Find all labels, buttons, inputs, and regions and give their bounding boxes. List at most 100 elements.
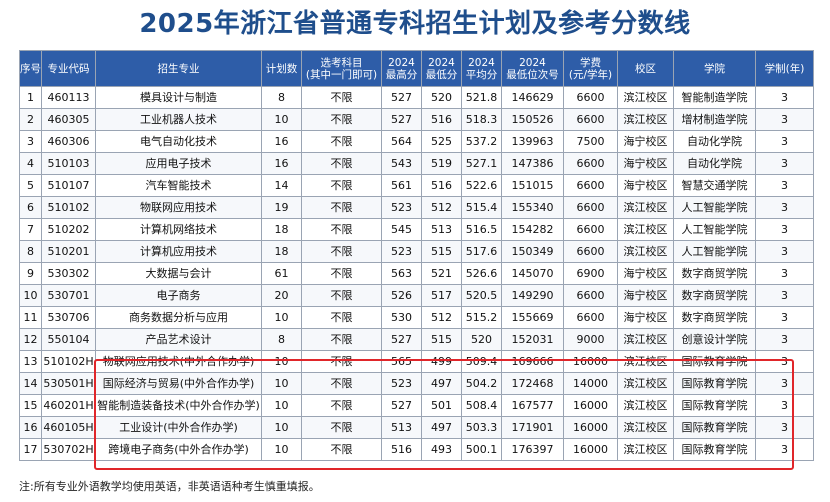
cell-major: 电子商务: [95, 284, 262, 307]
cell-avg: 504.2: [461, 372, 502, 395]
cell-rank: 151015: [501, 174, 564, 197]
cell-avg: 520.5: [461, 284, 502, 307]
header-college: 学院: [673, 50, 756, 87]
header-fee-line1: 学费: [580, 56, 601, 69]
cell-years: 3: [755, 416, 814, 439]
cell-major: 物联网应用技术: [95, 196, 262, 219]
cell-campus: 滨江校区: [617, 86, 674, 109]
cell-avg: 517.6: [461, 240, 502, 263]
cell-subject: 不限: [301, 240, 382, 263]
cell-rank: 176397: [501, 438, 564, 461]
cell-subject: 不限: [301, 174, 382, 197]
cell-campus: 滨江校区: [617, 350, 674, 373]
cell-college: 数字商贸学院: [673, 262, 756, 285]
cell-max: 527: [381, 394, 422, 417]
cell-major: 产品艺术设计: [95, 328, 262, 351]
cell-fee: 14000: [563, 372, 618, 395]
cell-campus: 滨江校区: [617, 108, 674, 131]
cell-min: 493: [421, 438, 462, 461]
cell-code: 510201: [41, 240, 96, 263]
cell-code: 460105H: [41, 416, 96, 439]
cell-fee: 6600: [563, 152, 618, 175]
cell-subject: 不限: [301, 438, 382, 461]
cell-min: 499: [421, 350, 462, 373]
cell-code: 460305: [41, 108, 96, 131]
cell-college: 人工智能学院: [673, 218, 756, 241]
table-body: 1 460113 模具设计与制造 8 不限 527 520 521.8 146629 6600 滨江…: [19, 86, 814, 461]
cell-rank: 172468: [501, 372, 564, 395]
table-row: 8 510201 计算机应用技术 18 不限 523 515 517.6 150349 6600 滨…: [19, 240, 814, 263]
table-row: 5 510107 汽车智能技术 14 不限 561 516 522.6 151015 6600 海宁…: [19, 174, 814, 197]
cell-avg: 521.8: [461, 86, 502, 109]
cell-code: 460113: [41, 86, 96, 109]
cell-code: 530302: [41, 262, 96, 285]
cell-rank: 169666: [501, 350, 564, 373]
cell-avg: 515.2: [461, 306, 502, 329]
header-years: 学制(年): [755, 50, 814, 87]
table-row: 9 530302 大数据与会计 61 不限 563 521 526.6 145070 6900 海宁…: [19, 262, 814, 285]
cell-campus: 海宁校区: [617, 262, 674, 285]
cell-seq: 17: [19, 438, 42, 461]
header-min-line2: 最低分: [425, 68, 458, 81]
cell-min: 501: [421, 394, 462, 417]
cell-max: 563: [381, 262, 422, 285]
cell-seq: 7: [19, 218, 42, 241]
cell-avg: 508.4: [461, 394, 502, 417]
cell-college: 国际教育学院: [673, 438, 756, 461]
cell-seq: 14: [19, 372, 42, 395]
cell-seq: 15: [19, 394, 42, 417]
cell-subject: 不限: [301, 416, 382, 439]
cell-min: 497: [421, 372, 462, 395]
cell-seq: 4: [19, 152, 42, 175]
cell-avg: 500.1: [461, 438, 502, 461]
header-major: 招生专业: [95, 50, 262, 87]
header-rank-line2: 最低位次号: [506, 68, 559, 81]
cell-code: 460201H: [41, 394, 96, 417]
cell-avg: 503.3: [461, 416, 502, 439]
cell-campus: 滨江校区: [617, 328, 674, 351]
cell-code: 460306: [41, 130, 96, 153]
cell-min: 525: [421, 130, 462, 153]
header-subject: 选考科目 (其中一门即可): [301, 50, 382, 87]
cell-rank: 150349: [501, 240, 564, 263]
cell-subject: 不限: [301, 130, 382, 153]
cell-plan: 61: [261, 262, 302, 285]
header-code: 专业代码: [41, 50, 96, 87]
cell-seq: 10: [19, 284, 42, 307]
cell-plan: 10: [261, 306, 302, 329]
header-avg-line1: 2024: [468, 56, 495, 69]
table-row: 6 510102 物联网应用技术 19 不限 523 512 515.4 155340 6600 滨…: [19, 196, 814, 219]
table-row: 7 510202 计算机网络技术 18 不限 545 513 516.5 154282 6600 滨…: [19, 218, 814, 241]
header-max-line1: 2024: [388, 56, 415, 69]
cell-years: 3: [755, 240, 814, 263]
cell-max: 530: [381, 306, 422, 329]
cell-seq: 2: [19, 108, 42, 131]
cell-major: 工业机器人技术: [95, 108, 262, 131]
cell-seq: 8: [19, 240, 42, 263]
cell-code: 510103: [41, 152, 96, 175]
cell-years: 3: [755, 328, 814, 351]
cell-code: 510102H: [41, 350, 96, 373]
cell-plan: 10: [261, 108, 302, 131]
cell-college: 人工智能学院: [673, 240, 756, 263]
cell-major: 电气自动化技术: [95, 130, 262, 153]
cell-min: 520: [421, 86, 462, 109]
cell-years: 3: [755, 130, 814, 153]
cell-campus: 海宁校区: [617, 174, 674, 197]
table-row: 15 460201H 智能制造装备技术(中外合作办学) 10 不限 527 501 508.4…: [19, 394, 814, 417]
cell-seq: 11: [19, 306, 42, 329]
cell-subject: 不限: [301, 372, 382, 395]
cell-plan: 20: [261, 284, 302, 307]
cell-subject: 不限: [301, 328, 382, 351]
cell-min: 516: [421, 108, 462, 131]
cell-rank: 139963: [501, 130, 564, 153]
cell-avg: 509.4: [461, 350, 502, 373]
cell-seq: 12: [19, 328, 42, 351]
cell-avg: 515.4: [461, 196, 502, 219]
cell-fee: 6600: [563, 240, 618, 263]
cell-max: 545: [381, 218, 422, 241]
table-row: 13 510102H 物联网应用技术(中外合作办学) 10 不限 565 499 509.4 1…: [19, 350, 814, 373]
cell-years: 3: [755, 108, 814, 131]
header-plan: 计划数: [261, 50, 302, 87]
cell-plan: 19: [261, 196, 302, 219]
